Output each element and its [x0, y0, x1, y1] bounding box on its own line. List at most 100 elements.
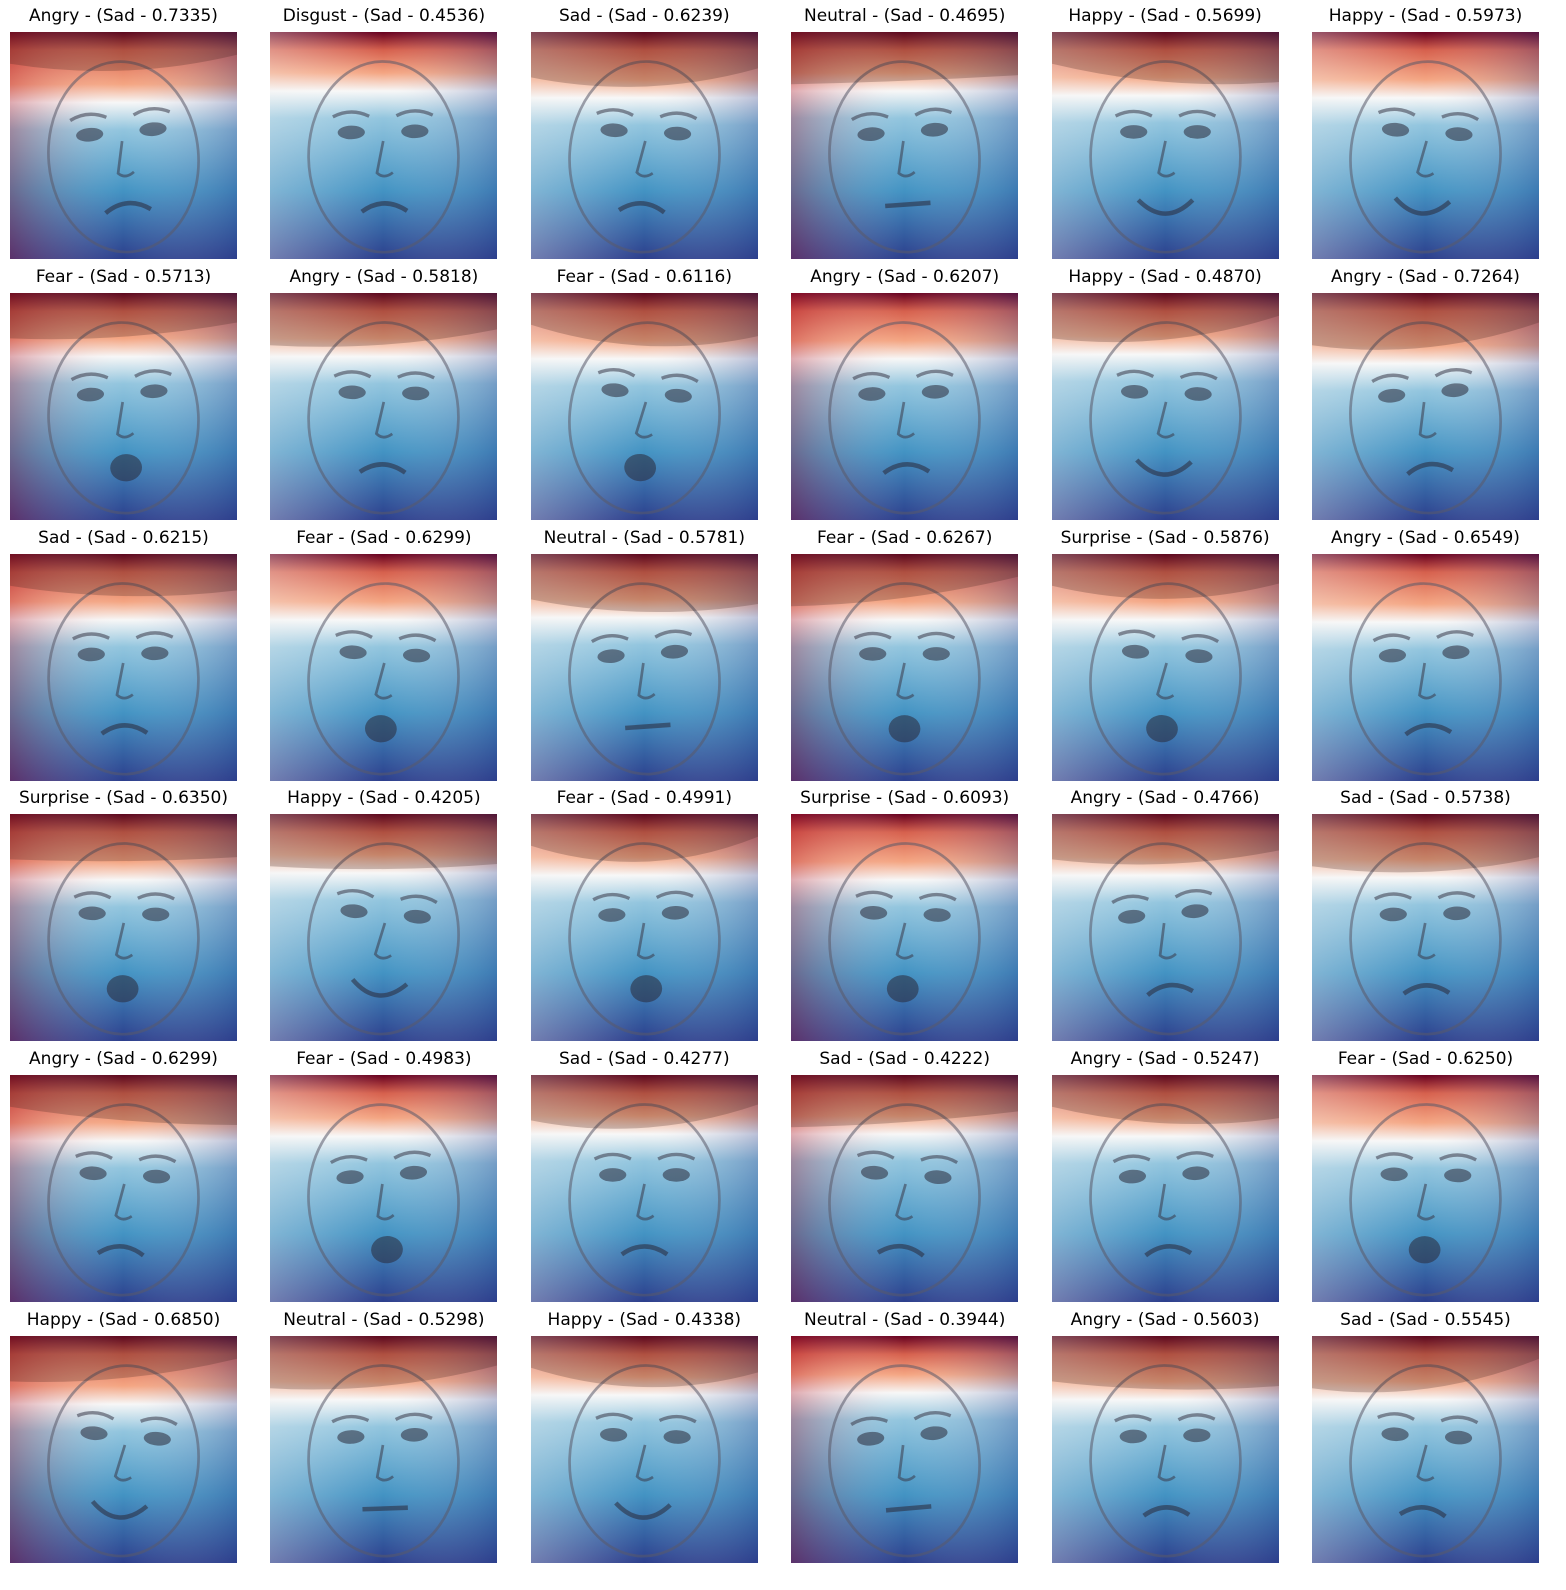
panel: Sad - (Sad - 0.6239) — [530, 5, 758, 259]
saliency-face-image — [791, 292, 1019, 520]
panel-title: Neutral - (Sad - 0.3944) — [803, 1310, 1006, 1330]
saliency-face-image — [10, 1336, 237, 1563]
panel-title: Angry - (Sad - 0.7264) — [1331, 266, 1520, 287]
saliency-face-image — [791, 814, 1019, 1042]
panel-title: Angry - (Sad - 0.5818) — [289, 266, 479, 287]
saliency-face-image — [530, 553, 758, 781]
panel: Fear - (Sad - 0.6250) — [1312, 1048, 1539, 1303]
saliency-face-image — [791, 1336, 1019, 1563]
panel: Angry - (Sad - 0.5247) — [1051, 1048, 1279, 1303]
saliency-face-image — [1312, 292, 1539, 520]
panel: Angry - (Sad - 0.5603) — [1051, 1309, 1279, 1563]
saliency-face-image — [10, 553, 237, 781]
panel: Sad - (Sad - 0.6215) — [10, 527, 237, 781]
panel: Fear - (Sad - 0.4991) — [530, 787, 758, 1042]
saliency-face-image — [1051, 814, 1279, 1042]
panel-title: Surprise - (Sad - 0.6350) — [18, 788, 228, 809]
panel-title: Fear - (Sad - 0.6250) — [1337, 1049, 1514, 1070]
panel-title: Neutral - (Sad - 0.5781) — [543, 527, 745, 548]
panel: Angry - (Sad - 0.6207) — [791, 266, 1019, 520]
panel-title: Angry - (Sad - 0.6207) — [810, 266, 1000, 287]
panel: Happy - (Sad - 0.5699) — [1051, 5, 1279, 259]
saliency-face-image — [10, 814, 237, 1042]
panel: Happy - (Sad - 0.4870) — [1051, 266, 1279, 520]
saliency-face-image — [1051, 553, 1279, 781]
panel: Happy - (Sad - 0.4205) — [270, 787, 498, 1042]
panel: Angry - (Sad - 0.7335) — [10, 5, 237, 259]
panel-title: Fear - (Sad - 0.6267) — [817, 527, 993, 548]
panel-title: Angry - (Sad - 0.4766) — [1070, 788, 1260, 809]
panel: Neutral - (Sad - 0.3944) — [791, 1309, 1019, 1563]
saliency-face-image — [270, 1336, 498, 1563]
panel-title: Disgust - (Sad - 0.4536) — [282, 6, 486, 26]
saliency-face-image — [10, 1075, 237, 1303]
saliency-face-image — [270, 1075, 498, 1303]
panel: Angry - (Sad - 0.5818) — [270, 266, 498, 520]
panel-title: Angry - (Sad - 0.6549) — [1331, 527, 1520, 548]
panel-title: Sad - (Sad - 0.5738) — [1340, 788, 1511, 809]
panel-title: Happy - (Sad - 0.4338) — [547, 1310, 742, 1330]
saliency-face-image — [530, 1336, 758, 1563]
saliency-face-image — [1051, 1336, 1279, 1563]
saliency-face-image — [530, 814, 758, 1042]
panel: Surprise - (Sad - 0.6350) — [10, 787, 237, 1042]
saliency-face-image — [1051, 292, 1279, 520]
saliency-face-image — [1312, 1336, 1539, 1563]
panel-title: Happy - (Sad - 0.4205) — [287, 788, 481, 809]
saliency-face-image — [1051, 1075, 1279, 1303]
panel-title: Neutral - (Sad - 0.4695) — [803, 6, 1006, 26]
panel: Happy - (Sad - 0.6850) — [10, 1309, 237, 1563]
panel-title: Sad - (Sad - 0.5545) — [1340, 1310, 1511, 1330]
panel-title: Happy - (Sad - 0.5699) — [1068, 6, 1262, 26]
panel-title: Fear - (Sad - 0.6116) — [556, 266, 732, 287]
panel: Angry - (Sad - 0.7264) — [1312, 266, 1539, 520]
panel-title: Sad - (Sad - 0.6239) — [558, 6, 730, 26]
saliency-face-image — [530, 292, 758, 520]
panel-title: Angry - (Sad - 0.5247) — [1070, 1049, 1260, 1070]
panel: Angry - (Sad - 0.4766) — [1051, 787, 1279, 1042]
saliency-face-image — [1312, 553, 1539, 781]
panel: Angry - (Sad - 0.6299) — [10, 1048, 237, 1303]
panel: Neutral - (Sad - 0.5781) — [530, 527, 758, 781]
saliency-face-image — [791, 1075, 1019, 1303]
panel-title: Angry - (Sad - 0.6299) — [29, 1049, 218, 1070]
panel: Fear - (Sad - 0.6299) — [270, 527, 498, 781]
saliency-face-image — [791, 553, 1019, 781]
saliency-face-image — [1051, 32, 1279, 259]
panel-title: Fear - (Sad - 0.4991) — [556, 788, 732, 809]
saliency-face-image — [270, 292, 498, 520]
panel-title: Happy - (Sad - 0.5973) — [1328, 6, 1523, 26]
saliency-face-image — [10, 292, 237, 520]
panel: Sad - (Sad - 0.5738) — [1312, 787, 1539, 1042]
panel-title: Fear - (Sad - 0.4983) — [296, 1049, 472, 1070]
saliency-face-image — [1312, 32, 1539, 259]
panel-title: Neutral - (Sad - 0.5298) — [283, 1310, 485, 1330]
saliency-face-image — [1312, 1075, 1539, 1303]
panel-title: Fear - (Sad - 0.5713) — [35, 266, 212, 287]
panel-title: Fear - (Sad - 0.6299) — [296, 527, 472, 548]
panel: Happy - (Sad - 0.4338) — [530, 1309, 758, 1563]
panel: Fear - (Sad - 0.6116) — [530, 266, 758, 520]
panel-title: Happy - (Sad - 0.6850) — [26, 1310, 221, 1330]
panel: Sad - (Sad - 0.4222) — [791, 1048, 1019, 1303]
saliency-face-image — [270, 553, 498, 781]
panel-title: Sad - (Sad - 0.6215) — [38, 527, 209, 548]
panel: Sad - (Sad - 0.4277) — [530, 1048, 758, 1303]
panel: Surprise - (Sad - 0.5876) — [1051, 527, 1279, 781]
panel-title: Surprise - (Sad - 0.5876) — [1060, 527, 1270, 548]
panel: Angry - (Sad - 0.6549) — [1312, 527, 1539, 781]
panel: Fear - (Sad - 0.5713) — [10, 266, 237, 520]
panel-title: Surprise - (Sad - 0.6093) — [800, 788, 1010, 809]
panel-title: Angry - (Sad - 0.7335) — [29, 6, 218, 26]
saliency-face-image — [1312, 814, 1539, 1042]
panel: Fear - (Sad - 0.6267) — [791, 527, 1019, 781]
saliency-face-image — [530, 1075, 758, 1303]
panel: Surprise - (Sad - 0.6093) — [791, 787, 1019, 1042]
panel-title: Sad - (Sad - 0.4222) — [819, 1049, 990, 1070]
panel: Sad - (Sad - 0.5545) — [1312, 1309, 1539, 1563]
panel: Neutral - (Sad - 0.5298) — [270, 1309, 498, 1563]
panel-title: Angry - (Sad - 0.5603) — [1070, 1310, 1260, 1330]
saliency-face-image — [270, 814, 498, 1042]
panel: Happy - (Sad - 0.5973) — [1312, 5, 1539, 259]
